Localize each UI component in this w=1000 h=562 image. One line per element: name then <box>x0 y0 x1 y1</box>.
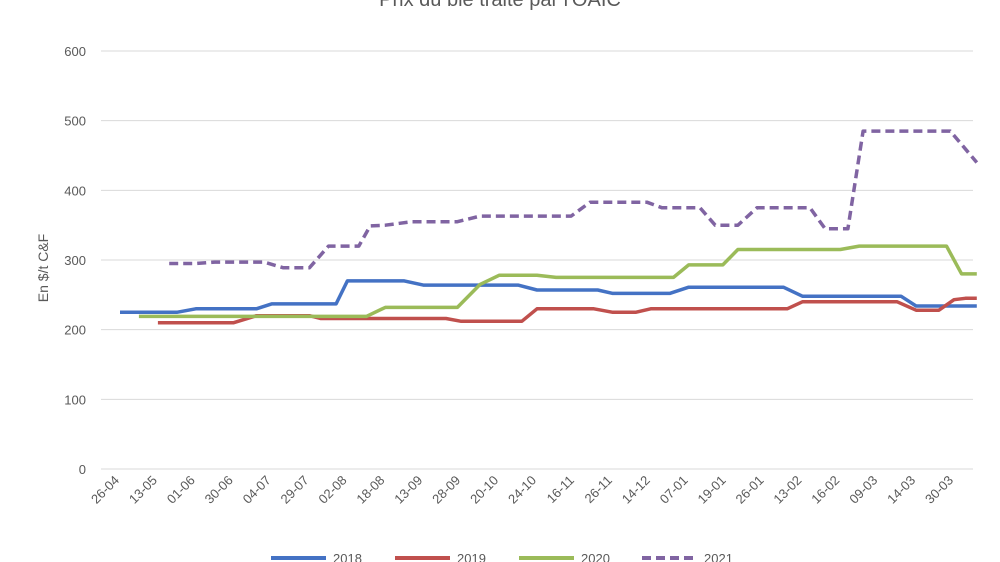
x-tick-label: 16-02 <box>808 473 842 507</box>
y-tick-label: 300 <box>64 253 86 268</box>
x-tick-label: 19-01 <box>695 473 729 507</box>
x-tick-label: 14-12 <box>619 473 653 507</box>
series-line-2021 <box>169 129 979 270</box>
series-line-2020 <box>138 244 977 319</box>
x-tick-label: 18-08 <box>353 473 387 507</box>
x-tick-label: 24-10 <box>505 473 539 507</box>
series-line-2019 <box>157 296 977 325</box>
chart-title: Prix du blé traité par l'OAIC <box>379 0 621 11</box>
legend-label: 2019 <box>457 551 486 562</box>
y-tick-label: 600 <box>64 44 86 59</box>
x-tick-label: 28-09 <box>429 473 463 507</box>
x-tick-label: 20-10 <box>467 473 501 507</box>
y-tick-label: 0 <box>79 462 86 477</box>
x-tick-label: 26-04 <box>88 473 122 507</box>
legend: 2018 2019 2020 2021 <box>271 551 733 562</box>
y-tick-label: 200 <box>64 323 86 338</box>
y-axis-tick-labels: 0 100 200 300 400 500 600 <box>64 44 86 477</box>
y-tick-label: 500 <box>64 114 86 129</box>
x-tick-label: 16-11 <box>544 473 577 506</box>
x-tick-label: 14-03 <box>884 473 918 507</box>
x-tick-label: 30-06 <box>202 473 236 507</box>
y-tick-label: 100 <box>64 392 86 407</box>
x-tick-label: 29-07 <box>278 473 312 507</box>
x-tick-label: 04-07 <box>240 473 274 507</box>
x-tick-label: 02-08 <box>315 473 349 507</box>
gridlines <box>101 50 973 470</box>
series-line-2018 <box>120 279 977 315</box>
x-tick-label: 13-02 <box>770 473 804 507</box>
x-tick-label: 09-03 <box>846 473 880 507</box>
legend-label: 2020 <box>581 551 610 562</box>
x-tick-label: 13-05 <box>126 473 160 507</box>
x-tick-label: 26-01 <box>732 473 766 507</box>
x-tick-label: 07-01 <box>657 473 691 507</box>
x-tick-label: 26-11 <box>582 473 615 506</box>
y-tick-label: 400 <box>64 183 86 198</box>
x-axis-tick-labels: 26-04 13-05 01-06 30-06 04-07 29-07 02-08 18-08… <box>88 473 956 507</box>
x-tick-label: 01-06 <box>164 473 198 507</box>
legend-label: 2018 <box>333 551 362 562</box>
y-axis-title: En $/t C&F <box>35 234 51 302</box>
series-lines <box>120 129 979 325</box>
x-tick-label: 13-09 <box>391 473 425 507</box>
x-tick-label: 30-03 <box>922 473 956 507</box>
legend-label: 2021 <box>704 551 733 562</box>
